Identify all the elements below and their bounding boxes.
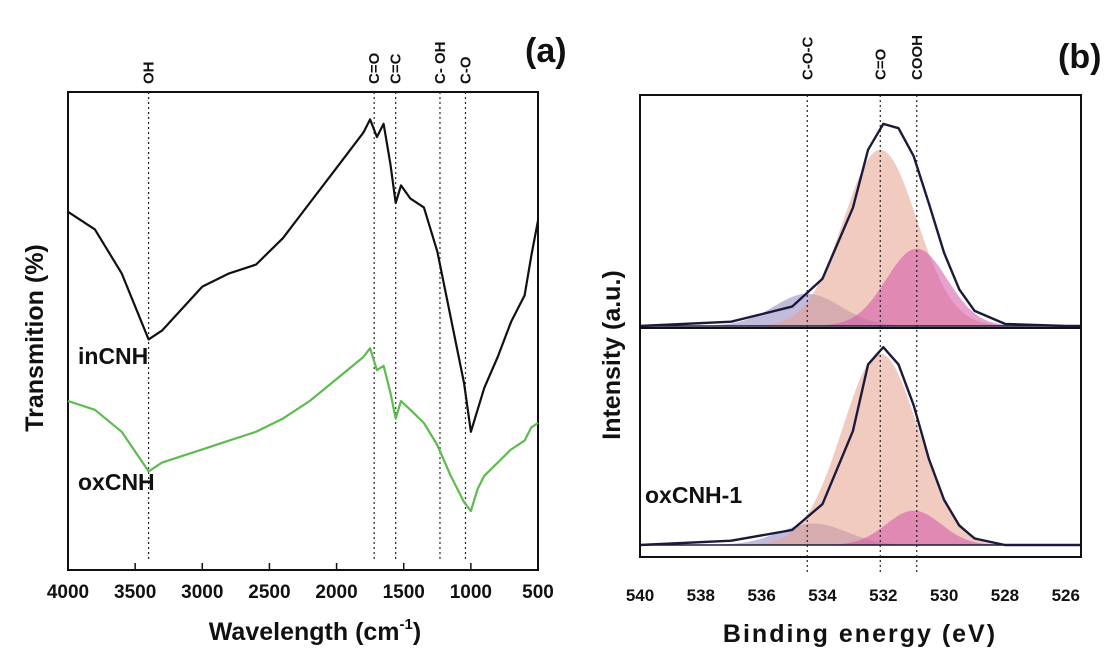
chart-a-panel-label: (a) [525, 32, 567, 70]
peak-label-c-c: C=C [388, 53, 405, 84]
chart-a-x-ticks: 4000 3500 3000 2500 2000 1500 1000 500 [47, 563, 554, 603]
x-tick-label-4000: 4000 [47, 582, 89, 603]
x-tick-label-536: 536 [747, 586, 775, 605]
component-c-o-panel-2 [640, 353, 1081, 545]
chart-a-peak-lines [147, 92, 467, 560]
chart-b-y-axis-title: Intensity (a.u.) [598, 270, 626, 439]
chart-b-peak-labels: C-O-C C=O COOH [799, 35, 925, 80]
series-line-incnh [67, 118, 540, 433]
peak-label-oh: OH [141, 62, 158, 85]
chart-a-series [67, 118, 540, 513]
x-tick-label-528: 528 [991, 586, 1019, 605]
peak-label-c-o: C-O [457, 56, 474, 84]
x-tick-label-1000: 1000 [450, 582, 492, 603]
envelope-line-panel-1 [639, 122, 1081, 328]
x-tick-label-538: 538 [687, 586, 715, 605]
x-tick-label-530: 530 [930, 586, 958, 605]
chart-b-x-axis-title: Binding energy (eV) [723, 620, 997, 648]
component-c-o-panel-1 [640, 149, 1081, 326]
chart-b-x-ticks: 540 538 536 534 532 530 528 526 [626, 586, 1080, 605]
chart-b-component-fills [640, 149, 1081, 545]
chart-b-panel-label: (b) [1058, 38, 1101, 76]
x-tick-label-526: 526 [1052, 586, 1080, 605]
peak-label-c-oh: C- OH [432, 42, 449, 85]
peak-label-c-o: C=O [366, 52, 383, 84]
x-tick-label-3000: 3000 [181, 582, 223, 603]
chart-b-envelopes [639, 122, 1081, 547]
x-tick-label-540: 540 [626, 586, 654, 605]
x-tick-label-3500: 3500 [114, 582, 156, 603]
chart-a-peak-labels: OH C=O C=C C- OH C-O [141, 42, 475, 85]
peak-label-cooh: COOH [909, 35, 926, 80]
chart-b-xps: C-O-C C=O COOH 540 538 536 534 532 530 528 526 (b… [598, 35, 1101, 648]
chart-a-plot-frame [67, 91, 539, 571]
x-tick-label-534: 534 [808, 586, 837, 605]
x-tick-label-2000: 2000 [315, 582, 357, 603]
chart-a-series-label-oxcnh: oxCNH [78, 469, 155, 495]
chart-a-x-axis-title: Wavelength (cm-1) [209, 616, 421, 646]
peak-label-c-o: C=O [872, 48, 889, 80]
envelope-line-panel-2 [639, 346, 1081, 547]
peak-label-c-o-c: C-O-C [799, 37, 816, 80]
x-tick-label-532: 532 [869, 586, 897, 605]
chart-b-plot-frame [639, 94, 1082, 558]
x-tick-label-1500: 1500 [383, 582, 425, 603]
chart-a-y-axis-title: Transmition (%) [21, 244, 49, 432]
series-line-oxcnh [67, 347, 539, 513]
chart-b-series-label-oxcnh-1: oxCNH-1 [645, 482, 742, 508]
chart-a-ftir: OH C=O C=C C- OH C-O 4000 3500 3000 2500 2000 150… [21, 32, 567, 646]
x-tick-label-500: 500 [522, 582, 554, 603]
x-tick-label-2500: 2500 [248, 582, 290, 603]
chart-a-series-label-incnh: inCNH [78, 343, 148, 369]
